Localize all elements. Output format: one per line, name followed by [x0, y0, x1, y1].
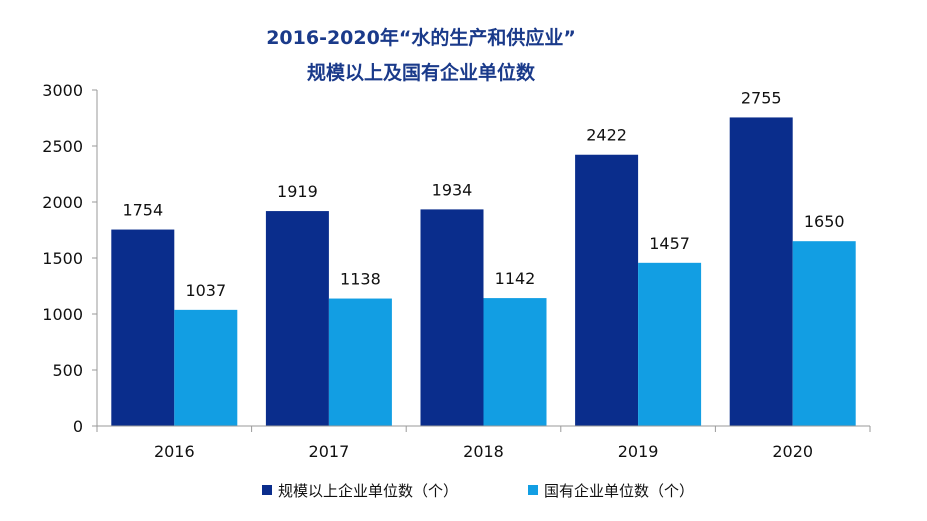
legend-label: 国有企业单位数（个） [544, 482, 694, 500]
data-label: 1650 [804, 212, 845, 231]
bar-scale-enterprises-2018 [420, 209, 484, 426]
data-label: 1037 [185, 281, 226, 300]
data-label: 2755 [741, 88, 782, 107]
y-tick-label: 1500 [42, 249, 83, 268]
data-label: 1457 [649, 234, 690, 253]
data-label: 1934 [432, 180, 473, 199]
bar-state-enterprises-2020 [792, 241, 856, 426]
x-tick-label: 2016 [154, 442, 195, 461]
bar-scale-enterprises-2019 [575, 154, 639, 426]
bar-state-enterprises-2018 [483, 298, 547, 426]
data-label: 1754 [122, 201, 163, 220]
x-tick-label: 2017 [309, 442, 350, 461]
chart-title: 2016-2020年“水的生产和供应业” [266, 26, 576, 49]
data-label: 1138 [340, 270, 381, 289]
x-tick-label: 2018 [463, 442, 504, 461]
x-tick-label: 2019 [618, 442, 659, 461]
y-tick-label: 2000 [42, 193, 83, 212]
data-label: 1142 [495, 269, 536, 288]
y-tick-label: 3000 [42, 81, 83, 100]
data-label: 2422 [586, 126, 627, 145]
bar-scale-enterprises-2017 [265, 211, 329, 426]
data-label: 1919 [277, 182, 318, 201]
legend-label: 规模以上企业单位数（个） [278, 482, 458, 500]
legend: 规模以上企业单位数（个） 国有企业单位数（个） [262, 482, 694, 500]
y-tick-label: 0 [73, 417, 83, 436]
legend-swatch [528, 485, 538, 495]
plot-area: 0 500 1000 1500 2000 2500 3000 1754 1037 2016 1919… [42, 81, 871, 461]
bar-state-enterprises-2017 [328, 298, 392, 426]
y-tick-label: 2500 [42, 137, 83, 156]
legend-swatch [262, 485, 272, 495]
bar-scale-enterprises-2016 [111, 229, 175, 426]
y-tick-label: 500 [52, 361, 83, 380]
chart-subtitle: 规模以上及国有企业单位数 [307, 61, 536, 84]
bar-state-enterprises-2016 [174, 309, 238, 426]
bar-scale-enterprises-2020 [729, 117, 793, 426]
x-tick-label: 2020 [772, 442, 813, 461]
y-tick-label: 1000 [42, 305, 83, 324]
bar-state-enterprises-2019 [638, 262, 702, 426]
